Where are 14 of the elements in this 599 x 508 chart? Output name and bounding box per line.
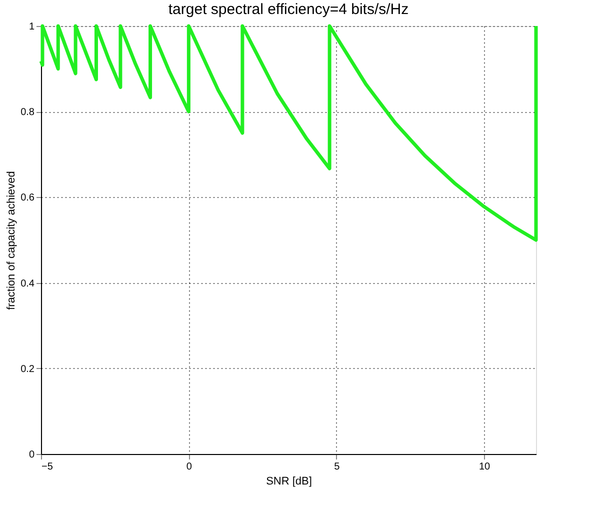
y-tick-label: 0.6 — [20, 192, 35, 204]
y-tick-label: 0.2 — [20, 364, 35, 375]
x-tick-label: 0 — [186, 462, 192, 472]
y-tick-label: 0 — [28, 450, 35, 460]
x-tick-label: 10 — [478, 462, 491, 472]
line-series — [39, 24, 538, 242]
y-tick-label: 0.8 — [20, 107, 35, 118]
x-tick-label: −5 — [42, 462, 54, 472]
x-axis-title: SNR [dB] — [266, 476, 312, 488]
y-axis-title: fraction of capacity achieved — [6, 171, 18, 310]
y-tick-label: 1 — [28, 22, 35, 32]
x-tick-label: 5 — [334, 462, 340, 472]
y-tick-label: 0.4 — [20, 278, 35, 290]
chart-title: target spectral efficiency=4 bits/s/Hz — [168, 1, 409, 18]
